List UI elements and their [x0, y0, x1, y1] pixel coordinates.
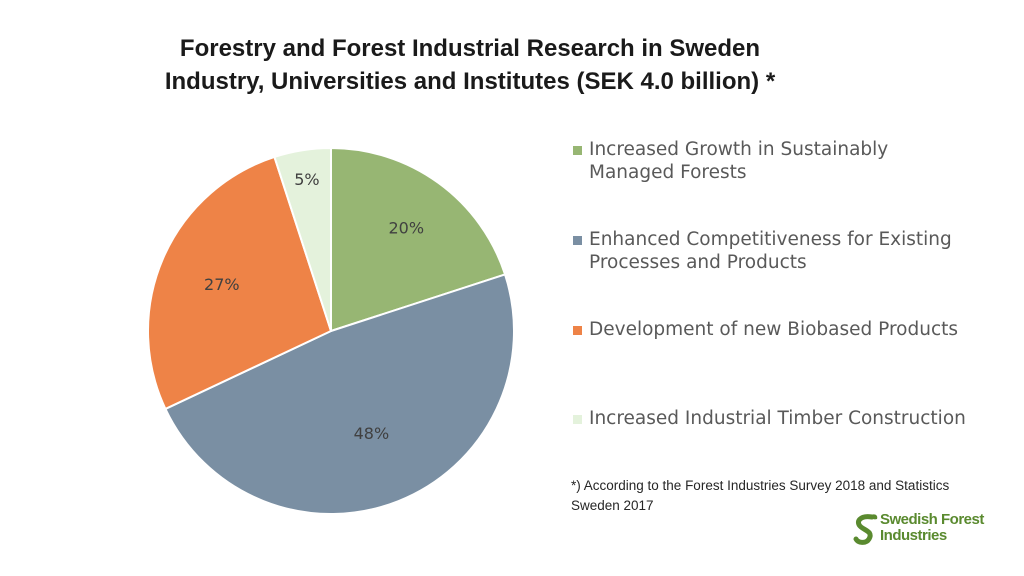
title-line-1: Forestry and Forest Industrial Research …	[179, 35, 761, 62]
legend-item-growth: Increased Growth in Sustainably Managed …	[573, 138, 979, 184]
legend-item-timber: Increased Industrial Timber Construction	[573, 407, 979, 430]
data-label: 20%	[389, 218, 425, 237]
legend-label: Development of new Biobased Products	[589, 319, 959, 340]
legend-label: Enhanced Competitiveness for Existing Pr…	[589, 229, 952, 273]
title-line-2: Industry, Universities and Institutes (S…	[164, 68, 776, 95]
slice-competitiveness	[164, 273, 515, 515]
slice-timber	[273, 146, 332, 332]
footnote: *) According to the Forest Industries Su…	[571, 478, 950, 513]
data-label: 48%	[354, 424, 390, 443]
legend-swatch	[573, 236, 582, 245]
logo-line-1: Swedish Forest	[880, 511, 984, 528]
logo-text: Swedish Forest Industries	[880, 512, 984, 544]
chart-title: Forestry and Forest Industrial Research …	[120, 32, 820, 98]
legend-swatch	[573, 415, 582, 424]
logo-line-2: Industries	[880, 527, 947, 544]
data-label: 27%	[204, 275, 240, 294]
leaf-s-icon	[853, 514, 878, 545]
legend-label: Increased Growth in Sustainably Managed …	[589, 139, 889, 183]
legend-label: Increased Industrial Timber Construction	[589, 408, 966, 429]
slice-biobased	[147, 155, 333, 411]
legend-swatch	[573, 146, 582, 155]
legend-item-biobased: Development of new Biobased Products	[573, 318, 979, 341]
slice-growth	[330, 146, 507, 333]
pie-chart: 20% 48% 27% 5%	[147, 146, 515, 515]
legend-swatch	[573, 326, 582, 335]
company-logo: Swedish Forest Industries	[850, 510, 1000, 550]
data-label: 5%	[294, 170, 319, 189]
legend-item-competitiveness: Enhanced Competitiveness for Existing Pr…	[573, 228, 979, 274]
